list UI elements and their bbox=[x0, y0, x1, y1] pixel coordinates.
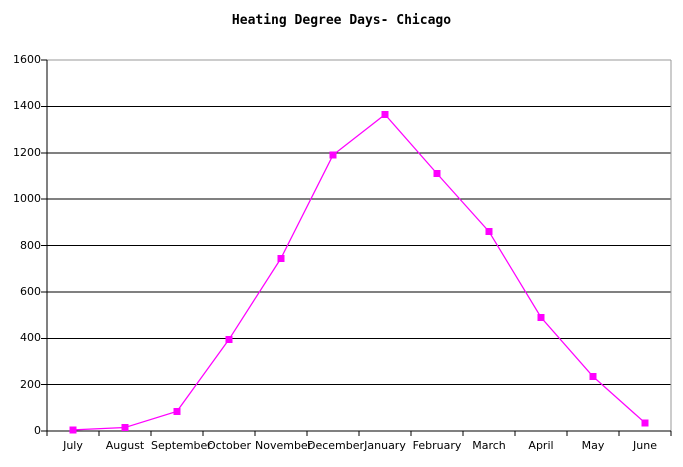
data-point-marker bbox=[433, 170, 441, 178]
y-axis-tick-label: 1000 bbox=[13, 192, 41, 206]
data-series-line bbox=[72, 113, 646, 431]
y-axis-tick-label: 1200 bbox=[13, 145, 41, 159]
x-axis-tick-label: September bbox=[151, 439, 212, 452]
data-point-marker bbox=[277, 254, 285, 262]
y-axis-tick-label: 0 bbox=[34, 424, 41, 437]
x-axis-tick-label: October bbox=[206, 439, 252, 452]
data-point-marker bbox=[121, 424, 129, 432]
x-axis-tick-label: July bbox=[63, 439, 83, 452]
y-axis-tick-label: 600 bbox=[20, 284, 41, 298]
x-axis-tick-label: November bbox=[255, 439, 313, 452]
x-axis-tick-label: March bbox=[472, 439, 506, 452]
data-point-marker bbox=[225, 335, 233, 343]
data-point-marker bbox=[173, 407, 181, 415]
data-point-marker bbox=[381, 110, 389, 118]
x-axis-tick-label: May bbox=[581, 439, 605, 452]
x-axis-tick-label: April bbox=[528, 439, 554, 452]
y-axis-tick-label: 400 bbox=[20, 331, 41, 345]
x-axis-tick-label: January bbox=[364, 439, 406, 452]
data-point-marker bbox=[537, 313, 545, 321]
data-point-marker bbox=[641, 419, 649, 427]
data-point-marker bbox=[329, 151, 337, 159]
data-point-marker bbox=[485, 228, 493, 236]
y-axis-tick-label: 1600 bbox=[13, 53, 41, 66]
data-point-marker bbox=[69, 426, 77, 434]
x-axis-tick-label: August bbox=[105, 439, 145, 452]
x-axis-tick-label: February bbox=[412, 439, 462, 452]
x-axis-tick-label: December bbox=[307, 439, 365, 452]
y-axis-tick-label: 200 bbox=[20, 377, 41, 391]
y-axis-tick-label: 800 bbox=[20, 238, 41, 252]
x-axis-tick-label: June bbox=[633, 439, 657, 452]
data-point-marker bbox=[589, 373, 597, 381]
y-axis-tick-label: 1400 bbox=[13, 99, 41, 113]
chart-title: Heating Degree Days- Chicago bbox=[231, 13, 452, 28]
